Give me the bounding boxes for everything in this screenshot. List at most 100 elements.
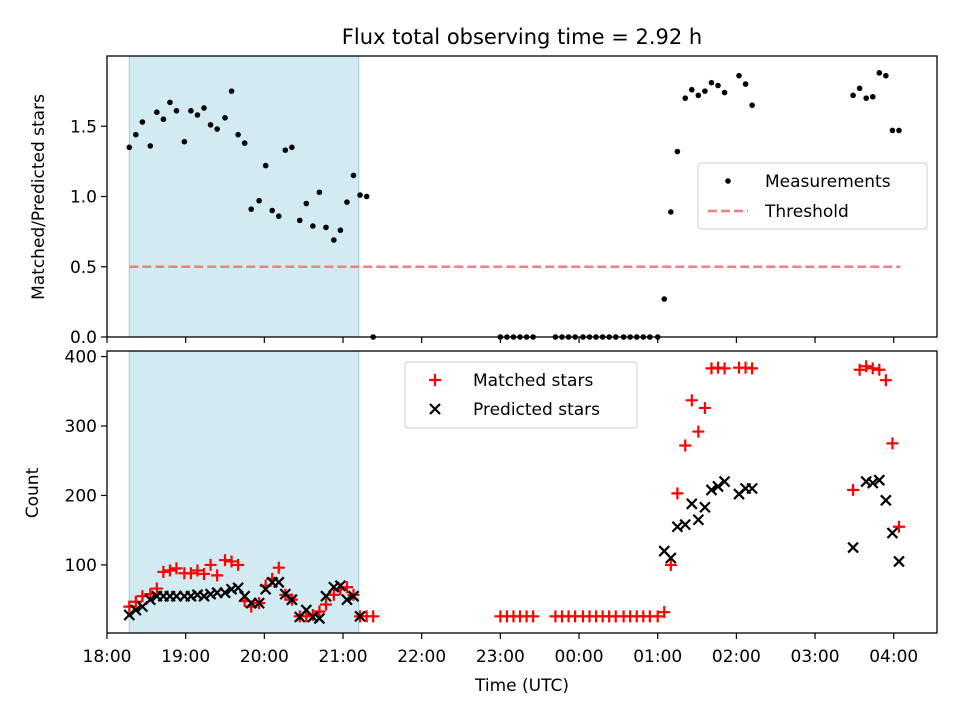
measurement-point <box>222 115 228 121</box>
matched-star-point <box>198 567 211 580</box>
matched-star-point <box>664 558 677 571</box>
matched-star-point <box>892 520 905 533</box>
measurement-point <box>337 227 344 234</box>
top-panel: 0.0 0.5 1.0 1.5 Matched/Predicted stars Mea… <box>29 55 938 348</box>
matched-star-point <box>527 610 540 623</box>
predicted-star-point <box>286 593 298 606</box>
top-panel-x-ticks <box>106 337 895 343</box>
measurement-point <box>154 109 160 115</box>
measurement-point <box>715 82 721 89</box>
predicted-star-point <box>746 482 758 495</box>
measurement-point <box>357 192 363 198</box>
matched-star-point <box>671 487 684 500</box>
measurement-point <box>188 107 194 114</box>
measurement-point <box>289 144 295 151</box>
measurement-point <box>708 79 715 86</box>
matched-star-point <box>860 360 873 373</box>
matched-star-point <box>367 610 380 623</box>
legend-label-threshold: Threshold <box>764 202 849 222</box>
matched-star-point <box>658 606 671 619</box>
measurement-point <box>303 200 310 207</box>
measurement-point <box>173 107 180 114</box>
predicted-star-point <box>880 494 892 507</box>
measurement-point <box>856 85 863 92</box>
measurement-point <box>139 119 146 125</box>
predicted-star-point <box>686 498 698 510</box>
x-tick-label: 02:00 <box>712 647 761 667</box>
measurement-point <box>181 138 188 145</box>
predicted-star-point <box>313 612 326 625</box>
bottom-panel-markers <box>123 360 905 625</box>
bottom-panel: 100 200 300 400 18:00 19:00 20:00 21:00 22:00 23… <box>23 348 938 696</box>
y-tick-label: 0.5 <box>70 258 97 278</box>
bottom-panel-frame <box>106 350 938 634</box>
predicted-star-point <box>866 477 879 489</box>
matched-star-point <box>718 362 731 375</box>
measurement-point <box>749 102 755 108</box>
matched-star-point <box>300 610 313 623</box>
x-tick-label: 18:00 <box>83 647 132 667</box>
measurement-point <box>350 172 357 179</box>
measurement-point <box>344 199 350 205</box>
measurement-point <box>296 217 303 224</box>
measurement-point <box>167 99 173 106</box>
predicted-star-point <box>320 590 332 602</box>
measurement-point <box>682 95 689 101</box>
measurement-point <box>689 86 695 93</box>
measurement-point <box>736 72 742 79</box>
bottom-legend: Matched stars Predicted stars <box>404 361 638 429</box>
matched-star-point <box>692 425 705 438</box>
measurement-point <box>235 131 241 138</box>
measurement-point <box>228 88 235 94</box>
measurement-point <box>702 88 708 94</box>
measurement-point <box>316 189 323 196</box>
measurement-point <box>661 296 668 302</box>
matched-star-point <box>219 554 232 567</box>
y-tick-label: 200 <box>65 486 97 506</box>
measurement-point <box>269 207 276 214</box>
y-tick-label: 1.5 <box>70 117 97 137</box>
matched-star-point <box>651 610 664 623</box>
y-tick-label: 300 <box>65 417 97 437</box>
bottom-panel-shaded-interval <box>128 350 360 634</box>
measurement-point <box>256 197 262 204</box>
predicted-star-point <box>253 597 265 609</box>
measurement-point <box>201 105 207 111</box>
legend-label-measurements: Measurements <box>765 172 891 192</box>
measurement-point <box>721 89 728 96</box>
measurement-point <box>310 223 316 229</box>
legend-marker-predicted-stars <box>429 403 441 415</box>
predicted-star-point <box>130 604 142 616</box>
matched-star-point <box>853 363 866 376</box>
matched-star-point <box>157 565 170 578</box>
measurement-point <box>275 213 282 219</box>
x-axis-label: Time (UTC) <box>474 676 569 696</box>
top-panel-shaded-interval <box>128 55 360 338</box>
chart-title: Flux total observing time = 2.92 h <box>342 25 702 49</box>
predicted-star-point <box>679 518 692 531</box>
matched-star-point <box>847 483 860 496</box>
matched-star-point <box>679 439 692 452</box>
matched-star-point <box>327 588 340 601</box>
predicted-star-point <box>893 555 905 568</box>
top-panel-y-axis-label: Matched/Predicted stars <box>29 94 49 300</box>
x-tick-label: 20:00 <box>240 647 289 667</box>
matched-star-point <box>129 595 142 608</box>
top-panel-markers <box>126 70 902 340</box>
measurement-point <box>668 209 674 215</box>
measurement-point <box>194 112 201 118</box>
bottom-legend-box <box>404 361 638 429</box>
measurement-point <box>674 148 681 155</box>
x-tick-label: 01:00 <box>633 647 682 667</box>
predicted-star-point <box>886 527 899 539</box>
predicted-star-point <box>219 586 231 599</box>
x-tick-label: 00:00 <box>555 647 604 667</box>
predicted-star-point <box>699 501 711 514</box>
matched-star-point <box>184 567 197 580</box>
legend-marker-matched-stars <box>429 374 441 386</box>
predicted-star-point <box>712 480 724 493</box>
measurement-point <box>214 126 220 132</box>
measurement-point <box>889 127 896 134</box>
measurement-point <box>363 193 370 200</box>
